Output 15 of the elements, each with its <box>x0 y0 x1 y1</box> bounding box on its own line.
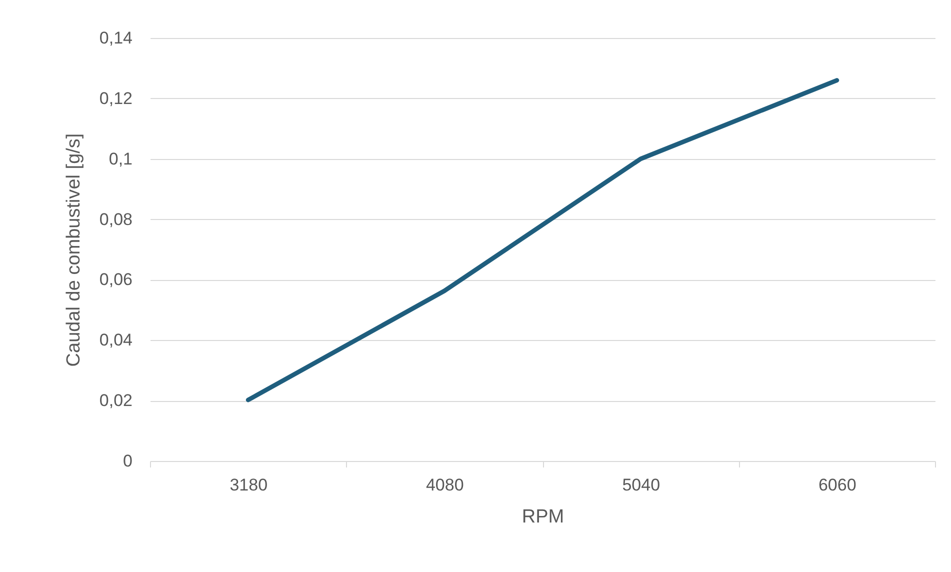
x-tick-label: 4080 <box>426 476 464 494</box>
y-tick-label: 0,02 <box>99 391 132 410</box>
y-tick-label: 0,06 <box>99 270 132 290</box>
x-axis-title: RPM <box>522 506 564 528</box>
y-tick-label: 0,08 <box>99 210 132 229</box>
y-tick-label: 0,14 <box>99 28 132 48</box>
y-axis-title: Caudal de combustivel [g/s] <box>63 133 84 367</box>
x-tick-label: 5040 <box>622 476 660 494</box>
line-series <box>246 78 840 402</box>
x-tick-label: 3180 <box>230 476 268 494</box>
y-tick-label: 0,1 <box>108 149 132 168</box>
y-tick-label: 0,12 <box>99 88 132 108</box>
y-tick-label: 0,04 <box>99 330 132 350</box>
x-tick-label: 6060 <box>818 476 856 494</box>
y-tick-label: 0 <box>123 452 132 470</box>
